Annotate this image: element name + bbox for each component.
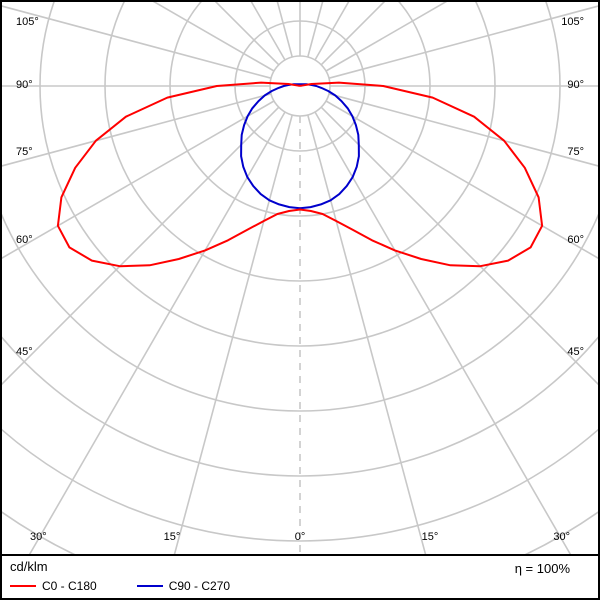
- legend-bar: cd/klm C0 - C180 C90 - C270 η = 100%: [2, 554, 598, 598]
- angle-label-11: 60°: [567, 234, 584, 246]
- grid-ray--120: [152, 2, 275, 72]
- angle-label-4: 45°: [16, 346, 33, 358]
- grid-ray-45: [320, 106, 598, 386]
- grid-ring-5: [2, 213, 598, 412]
- c0-c180-line-swatch: [10, 585, 36, 587]
- efficiency-value: η = 100%: [514, 561, 570, 576]
- grid-ray--105: [2, 5, 272, 79]
- angle-label-7: 0°: [295, 531, 306, 543]
- polar-chart-area: 105° 90° 75° 60° 45° 30° 15° 0° 15° 30° 45° 60° 75° 9…: [2, 2, 598, 554]
- legend-item-c90-c270: C90 - C270: [136, 579, 231, 593]
- curve-c90-c270: [240, 83, 360, 210]
- grid-ray-75: [328, 93, 598, 167]
- c90-c270-line-swatch: [136, 585, 163, 587]
- angle-label-13: 90°: [567, 79, 584, 91]
- angle-label-10: 45°: [567, 346, 584, 358]
- angle-label-6: 15°: [164, 531, 181, 543]
- grid-ray-105: [328, 5, 598, 79]
- curve-c0-c180: [56, 81, 544, 268]
- grid-ray--135: [214, 2, 280, 66]
- grid-ray--75: [2, 93, 272, 167]
- grid-ray--15: [173, 114, 293, 554]
- angle-label-1: 90°: [16, 79, 33, 91]
- grid-ray-135: [320, 2, 386, 66]
- grid-ray-30: [314, 111, 572, 554]
- legend-items: C0 - C180 C90 - C270: [10, 579, 230, 593]
- unit-label: cd/klm: [10, 559, 48, 574]
- grid-ray--60: [2, 100, 275, 259]
- grid-ray--45: [2, 106, 280, 386]
- grid-ray-150: [314, 2, 350, 61]
- grid-ray-120: [325, 2, 448, 72]
- grid-ray--30: [28, 111, 286, 554]
- grid-ray-60: [325, 100, 598, 259]
- angle-label-5: 30°: [30, 531, 47, 543]
- legend-item-c0-c180: C0 - C180: [10, 579, 97, 593]
- angle-label-3: 60°: [16, 234, 33, 246]
- angle-label-9: 30°: [553, 531, 570, 543]
- grid-ring-6: [2, 336, 598, 477]
- grid-ring-7: [2, 428, 598, 542]
- grid-ray--150: [250, 2, 286, 61]
- angle-label-8: 15°: [422, 531, 439, 543]
- angle-label-14: 105°: [561, 16, 584, 28]
- legend-label-c90-c270: C90 - C270: [168, 579, 231, 593]
- legend-label-c0-c180: C0 - C180: [42, 579, 97, 593]
- angle-label-12: 75°: [567, 146, 584, 158]
- grid-ray-15: [307, 114, 427, 554]
- angle-label-2: 75°: [16, 146, 33, 158]
- angle-label-0: 105°: [16, 16, 39, 28]
- polar-chart-svg: 105° 90° 75° 60° 45° 30° 15° 0° 15° 30° 45° 60° 75° 9…: [2, 2, 598, 554]
